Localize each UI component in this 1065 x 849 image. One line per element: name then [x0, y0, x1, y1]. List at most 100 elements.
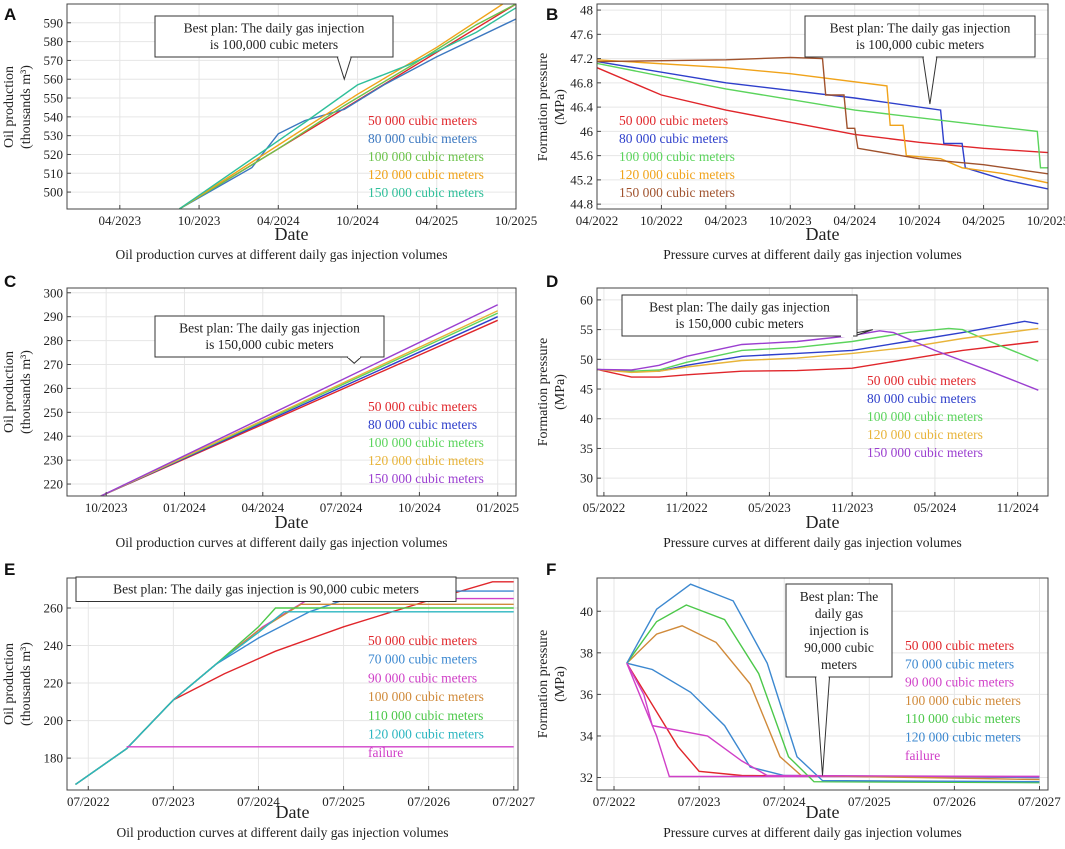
y-tick-label: 36	[580, 687, 594, 702]
y-tick-label: 32	[580, 770, 593, 785]
y-tick-label: 55	[580, 322, 593, 337]
y-axis-label-line1: Oil production	[2, 66, 17, 148]
annotation-box	[154, 15, 394, 58]
panel-caption: Oil production curves at different daily…	[116, 247, 448, 262]
legend-entry: 120 000 cubic meters	[867, 427, 983, 442]
series-line-5	[597, 330, 1039, 391]
x-tick-label: 04/2024	[241, 500, 284, 515]
panel-caption: Oil production curves at different daily…	[117, 825, 449, 840]
y-tick-label: 560	[44, 72, 64, 87]
x-tick-label: 07/2022	[593, 794, 636, 809]
series-line-5	[597, 56, 1048, 175]
y-tick-label: 520	[44, 147, 64, 162]
legend-entry: 100 000 cubic meters	[368, 435, 484, 450]
y-axis-label-line2: (MPa)	[553, 666, 568, 702]
series-line-5	[178, 7, 516, 209]
y-axis-label: Formation pressure (MPa)	[536, 338, 568, 446]
x-axis-label: Date	[276, 802, 310, 822]
annotation-text: is 100,000 cubic meters	[856, 37, 984, 52]
y-tick-label: 30	[580, 471, 593, 486]
x-tick-label: 11/2024	[997, 500, 1040, 515]
x-tick-label: 04/2023	[705, 213, 748, 228]
legend-entry: 80 000 cubic meters	[368, 417, 477, 432]
x-tick-label: 04/2025	[962, 213, 1005, 228]
panel-letter: B	[546, 5, 558, 24]
y-tick-label: 270	[44, 357, 64, 372]
y-tick-label: 35	[580, 441, 593, 456]
legend-entry: 150 000 cubic meters	[368, 185, 484, 200]
x-tick-label: 07/2024	[320, 500, 363, 515]
series-line-3	[597, 327, 1039, 372]
legend-entry: 90 000 cubic meters	[368, 670, 477, 685]
legend-entry: 120 000 cubic meters	[368, 167, 484, 182]
legend-entry: 80 000 cubic meters	[619, 131, 728, 146]
panel-caption: Pressure curves at different daily gas i…	[663, 825, 962, 840]
legend-entry: 120 000 cubic meters	[905, 730, 1021, 745]
y-tick-label: 220	[44, 676, 64, 691]
y-tick-label: 550	[44, 91, 64, 106]
plot-frame	[596, 3, 1049, 210]
x-tick-label: 11/2023	[831, 500, 873, 515]
y-axis-label: Formation pressure (MPa)	[536, 630, 568, 738]
y-tick-label: 60	[580, 292, 593, 307]
x-tick-label: 07/2023	[152, 794, 195, 809]
legend-entry: 120 000 cubic meters	[368, 453, 484, 468]
series-line-6	[75, 611, 514, 785]
annotation-text: Best plan: The daily gas injection	[830, 21, 1011, 36]
y-tick-label: 260	[44, 601, 64, 616]
plot-frame	[66, 3, 517, 210]
x-tick-label: 10/2024	[336, 213, 379, 228]
series-line-1	[597, 340, 1039, 378]
y-tick-label: 47.2	[570, 51, 593, 66]
x-tick-label: 07/2026	[933, 794, 976, 809]
legend-entry: 120 000 cubic meters	[368, 727, 484, 742]
y-tick-label: 45	[580, 382, 593, 397]
x-tick-label: 10/2025	[1027, 213, 1065, 228]
legend-entry: 150 000 cubic meters	[619, 185, 735, 200]
x-tick-label: 07/2025	[322, 794, 365, 809]
x-tick-label: 05/2022	[583, 500, 626, 515]
legend-entry: 110 000 cubic meters	[905, 711, 1020, 726]
annotation-text: Best plan: The daily gas injection is 90…	[113, 582, 419, 597]
y-tick-label: 50	[580, 352, 593, 367]
x-axis-label: Date	[806, 512, 840, 532]
x-tick-label: 10/2022	[640, 213, 683, 228]
y-axis-label-line2: (thousands m³)	[19, 642, 34, 726]
x-tick-label: 05/2024	[914, 500, 957, 515]
legend-entry: 100 000 cubic meters	[368, 689, 484, 704]
y-tick-label: 34	[580, 728, 594, 743]
legend-entry: 90 000 cubic meters	[905, 675, 1014, 690]
x-tick-label: 11/2022	[666, 500, 708, 515]
x-tick-label: 10/2025	[495, 213, 538, 228]
y-tick-label: 38	[580, 645, 593, 660]
x-tick-label: 07/2023	[678, 794, 721, 809]
y-tick-label: 200	[44, 713, 64, 728]
x-tick-label: 10/2023	[178, 213, 221, 228]
y-tick-label: 260	[44, 381, 64, 396]
panel-letter: D	[546, 272, 558, 291]
plot-frame	[596, 287, 1049, 497]
series-line-4	[597, 327, 1039, 374]
legend-entry: 50 000 cubic meters	[905, 638, 1014, 653]
legend-entry: 120 000 cubic meters	[619, 167, 735, 182]
x-axis-label: Date	[806, 802, 840, 822]
y-tick-label: 250	[44, 405, 64, 420]
panel-d: 30 35 40 45 50 55 60 05/2022 11/2022 05/2023 11/20…	[536, 272, 1049, 550]
panel-letter: A	[4, 5, 16, 24]
panel-letter: E	[4, 560, 15, 579]
series-line-6	[626, 583, 1040, 783]
series-line-7	[626, 662, 1040, 778]
x-tick-label: 10/2023	[85, 500, 128, 515]
annotation-box	[785, 583, 893, 678]
y-tick-label: 46.4	[570, 100, 593, 115]
legend-entry: 100 000 cubic meters	[905, 693, 1021, 708]
y-tick-label: 45.6	[570, 148, 593, 163]
legend-entry: 50 000 cubic meters	[368, 113, 477, 128]
x-tick-label: 07/2027	[1018, 794, 1061, 809]
annotation-text: Best plan: The daily gas injection	[649, 300, 830, 315]
annotation-pointer	[922, 56, 938, 105]
panel-f: 32 34 36 38 40 07/2022 07/2023 07/2024 07/2025 07…	[536, 560, 1061, 840]
y-axis-label-line1: Formation pressure	[536, 338, 551, 446]
